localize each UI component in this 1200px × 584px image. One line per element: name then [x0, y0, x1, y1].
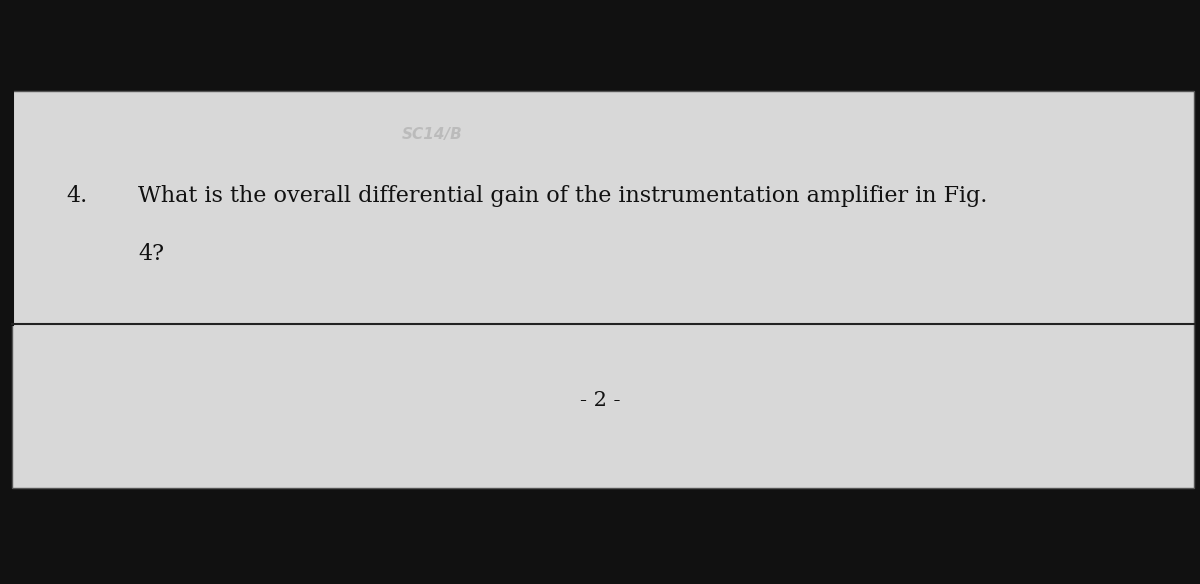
Text: - 2 -: - 2 -: [580, 391, 620, 409]
Bar: [12, 91, 1194, 488]
Text: 4?: 4?: [138, 243, 164, 265]
Text: SC14/B: SC14/B: [402, 127, 462, 142]
Text: 4.: 4.: [66, 185, 88, 207]
Text: What is the overall differential gain of the instrumentation amplifier in Fig.: What is the overall differential gain of…: [138, 185, 988, 207]
